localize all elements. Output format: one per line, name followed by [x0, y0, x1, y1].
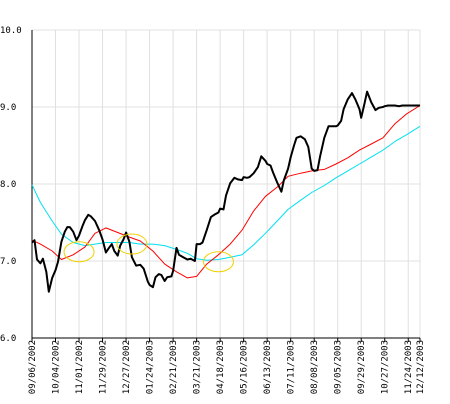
x-tick-label: 05/16/2003 [240, 340, 250, 394]
x-tick-label: 02/21/2003 [169, 340, 179, 394]
x-tick-label: 11/29/2002 [99, 340, 109, 394]
y-tick-label: 9.0 [0, 103, 16, 113]
series [31, 90, 421, 293]
y-tick-label: 8.0 [0, 180, 16, 190]
x-tick-label: 01/24/2003 [146, 340, 156, 394]
axes [31, 30, 421, 342]
x-tick-label: 09/06/2002 [28, 340, 38, 394]
x-tick-label: 12/12/2003 [416, 340, 426, 394]
y-tick-label: 10.0 [0, 26, 22, 36]
x-tick-label: 04/18/2003 [216, 340, 226, 394]
x-tick-label: 06/13/2003 [263, 340, 273, 394]
x-tick-label: 08/08/2003 [310, 340, 320, 394]
highlight-circle [202, 251, 234, 273]
y-tick-label: 6.0 [0, 334, 16, 344]
highlight-circle [116, 233, 148, 255]
x-tick-label: 12/27/2002 [122, 340, 132, 394]
series-line-price [31, 90, 420, 293]
highlight-circle [63, 241, 95, 263]
x-tick-label: 03/21/2003 [193, 340, 203, 394]
highlights [63, 233, 234, 273]
grid [31, 29, 421, 339]
x-tick-label: 10/27/2003 [381, 340, 391, 394]
x-tick-label: 09/29/2003 [357, 340, 367, 394]
series-line-ma-long [31, 125, 421, 261]
series-line-ma-short [31, 105, 421, 279]
x-tick-label: 09/05/2003 [334, 340, 344, 394]
x-tick-label: 07/11/2003 [287, 340, 297, 394]
x-tick-label: 11/01/2002 [75, 340, 85, 394]
tick-labels: 6.0 7.0 8.0 9.0 10.0 09/06/2002 10/04/2002 11/0… [0, 26, 426, 394]
x-tick-label: 10/04/2002 [52, 340, 62, 394]
y-tick-label: 7.0 [0, 257, 16, 267]
x-tick-label: 11/24/2003 [404, 340, 414, 394]
